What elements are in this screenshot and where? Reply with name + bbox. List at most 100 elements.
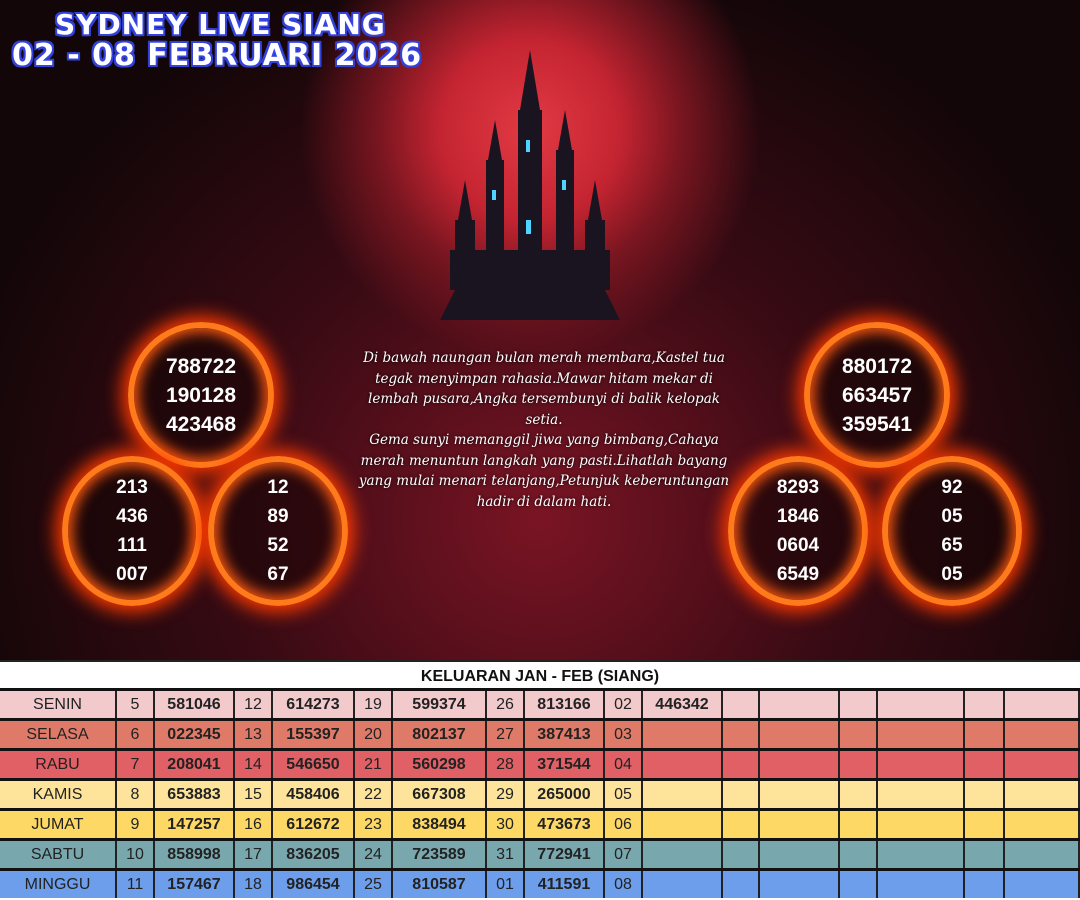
date-cell: 17	[235, 841, 273, 868]
title-line-2: 02 - 08 FEBRUARI 2026	[12, 38, 423, 73]
ring-number: 6549	[776, 564, 820, 585]
date-cell: 21	[355, 751, 393, 778]
ring-right-bottom-a: 8293 1846 0604 6549	[728, 456, 868, 606]
empty-cell	[878, 781, 965, 808]
ring-number: 213	[116, 477, 148, 498]
result-cell: 157467	[155, 871, 235, 898]
empty-cell	[965, 781, 1005, 808]
table-row: SENIN 5 581046 12 614273 19 599374 26 813166 02 44…	[0, 688, 1080, 718]
empty-cell	[965, 721, 1005, 748]
date-cell: 05	[605, 781, 643, 808]
empty-cell	[760, 841, 840, 868]
result-cell: 723589	[393, 841, 487, 868]
result-cell: 473673	[525, 811, 605, 838]
ring-number: 65	[941, 535, 963, 556]
table-header: KELUARAN JAN - FEB (SIANG)	[0, 660, 1080, 690]
date-cell: 12	[235, 691, 273, 718]
empty-cell	[965, 871, 1005, 898]
ring-number: 12	[267, 477, 289, 498]
day-label: SENIN	[0, 691, 117, 718]
empty-cell	[760, 871, 840, 898]
ring-right-top: 880172 663457 359541	[804, 322, 950, 468]
result-cell: 265000	[525, 781, 605, 808]
results-table: KELUARAN JAN - FEB (SIANG) SENIN 5 581046 1…	[0, 660, 1080, 900]
date-cell: 5	[117, 691, 155, 718]
ring-number: 0604	[776, 535, 820, 556]
date-cell: 16	[235, 811, 273, 838]
date-cell: 23	[355, 811, 393, 838]
date-cell: 7	[117, 751, 155, 778]
ring-number: 52	[267, 535, 289, 556]
date-cell: 13	[235, 721, 273, 748]
ring-number: 190128	[165, 383, 237, 407]
empty-cell	[1005, 841, 1080, 868]
day-label: SABTU	[0, 841, 117, 868]
result-cell: 208041	[155, 751, 235, 778]
date-cell: 02	[605, 691, 643, 718]
result-cell: 599374	[393, 691, 487, 718]
ring-number: 8293	[776, 477, 820, 498]
empty-cell	[760, 721, 840, 748]
empty-cell	[840, 871, 878, 898]
ring-number: 359541	[841, 412, 913, 436]
table-row: JUMAT 9 147257 16 612672 23 838494 30 473673 06	[0, 808, 1080, 838]
result-cell	[643, 781, 723, 808]
date-cell: 9	[117, 811, 155, 838]
result-cell: 614273	[273, 691, 355, 718]
result-cell	[643, 841, 723, 868]
ring-left-bottom-b: 12 89 52 67	[208, 456, 348, 606]
empty-cell	[1005, 691, 1080, 718]
empty-cell	[840, 811, 878, 838]
result-cell	[643, 811, 723, 838]
date-cell: 15	[235, 781, 273, 808]
poster-banner: SYDNEY LIVE SIANG 02 - 08 FEBRUARI 2026 …	[0, 0, 1080, 660]
date-cell: 07	[605, 841, 643, 868]
date-cell: 11	[117, 871, 155, 898]
empty-cell	[965, 811, 1005, 838]
ring-right-bottom-b: 92 05 65 05	[882, 456, 1022, 606]
date-cell: 28	[487, 751, 525, 778]
date-cell: 06	[605, 811, 643, 838]
castle-illustration	[440, 50, 620, 320]
day-label: RABU	[0, 751, 117, 778]
empty-cell	[878, 871, 965, 898]
empty-cell	[723, 871, 760, 898]
empty-cell	[760, 781, 840, 808]
date-cell: 03	[605, 721, 643, 748]
result-cell: 560298	[393, 751, 487, 778]
empty-cell	[1005, 721, 1080, 748]
result-cell	[643, 871, 723, 898]
date-cell: 31	[487, 841, 525, 868]
ring-left-bottom-a: 213 436 111 007	[62, 456, 202, 606]
date-cell: 18	[235, 871, 273, 898]
empty-cell	[840, 691, 878, 718]
ring-number: 1846	[776, 506, 820, 527]
empty-cell	[840, 721, 878, 748]
title-line-1: SYDNEY LIVE SIANG	[55, 8, 386, 41]
result-cell: 858998	[155, 841, 235, 868]
result-cell: 772941	[525, 841, 605, 868]
empty-cell	[965, 691, 1005, 718]
result-cell: 371544	[525, 751, 605, 778]
result-cell: 022345	[155, 721, 235, 748]
ring-number: 880172	[841, 354, 913, 378]
empty-cell	[1005, 751, 1080, 778]
ring-left-top: 788722 190128 423468	[128, 322, 274, 468]
day-label: MINGGU	[0, 871, 117, 898]
empty-cell	[1005, 871, 1080, 898]
date-cell: 26	[487, 691, 525, 718]
table-row: MINGGU 11 157467 18 986454 25 810587 01 411591 08	[0, 868, 1080, 898]
empty-cell	[878, 751, 965, 778]
day-label: JUMAT	[0, 811, 117, 838]
empty-cell	[723, 811, 760, 838]
date-cell: 01	[487, 871, 525, 898]
empty-cell	[840, 751, 878, 778]
date-cell: 20	[355, 721, 393, 748]
table-row: SABTU 10 858998 17 836205 24 723589 31 772941 07	[0, 838, 1080, 868]
result-cell: 813166	[525, 691, 605, 718]
table-row: SELASA 6 022345 13 155397 20 802137 27 387413 03	[0, 718, 1080, 748]
result-cell: 802137	[393, 721, 487, 748]
result-cell: 155397	[273, 721, 355, 748]
ring-number: 436	[116, 506, 148, 527]
result-cell: 387413	[525, 721, 605, 748]
